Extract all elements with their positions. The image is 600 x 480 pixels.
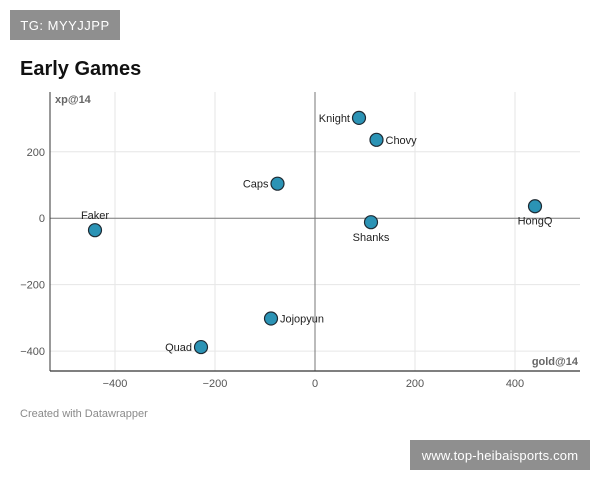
data-point-label: HongQ (518, 215, 553, 227)
x-tick-label: 200 (406, 378, 424, 390)
data-point (527, 199, 543, 214)
data-point-label: Shanks (353, 232, 390, 244)
tick-labels: −400 −200 0 200 400 200 0 −200 −400 (20, 147, 524, 390)
x-tick-label: −200 (203, 378, 228, 390)
data-point-label: Knight (319, 113, 350, 125)
data-point (351, 110, 367, 126)
data-points: Knight Chovy Caps HongQ Shanks Faker Jojopyun Q… (81, 110, 553, 355)
data-point-label: Jojopyun (280, 314, 324, 326)
data-point-label: Chovy (386, 135, 418, 147)
credit-text: Created with Datawrapper (20, 408, 148, 420)
y-tick-label: −200 (20, 280, 45, 292)
watermark-top: TG: MYYJJPP (10, 10, 120, 40)
y-tick-label: −400 (20, 346, 45, 358)
y-tick-label: 0 (39, 213, 45, 225)
data-point (263, 311, 279, 326)
data-point-label: Faker (81, 210, 109, 222)
data-point (369, 132, 384, 147)
data-point-label: Quad (165, 342, 192, 354)
data-point (193, 339, 209, 355)
axes (49, 92, 580, 372)
data-point (363, 215, 379, 230)
chart-title: Early Games (20, 58, 142, 80)
y-tick-label: 200 (27, 147, 45, 159)
watermark-bottom: www.top-heibaisports.com (410, 440, 590, 470)
y-axis-title: xp@14 (55, 94, 92, 106)
x-tick-label: 0 (312, 378, 318, 390)
data-point (87, 223, 103, 238)
data-point-label: Caps (243, 179, 269, 191)
x-tick-label: 400 (506, 378, 524, 390)
x-tick-label: −400 (103, 378, 128, 390)
x-axis-title: gold@14 (532, 356, 579, 368)
data-point (270, 176, 285, 191)
